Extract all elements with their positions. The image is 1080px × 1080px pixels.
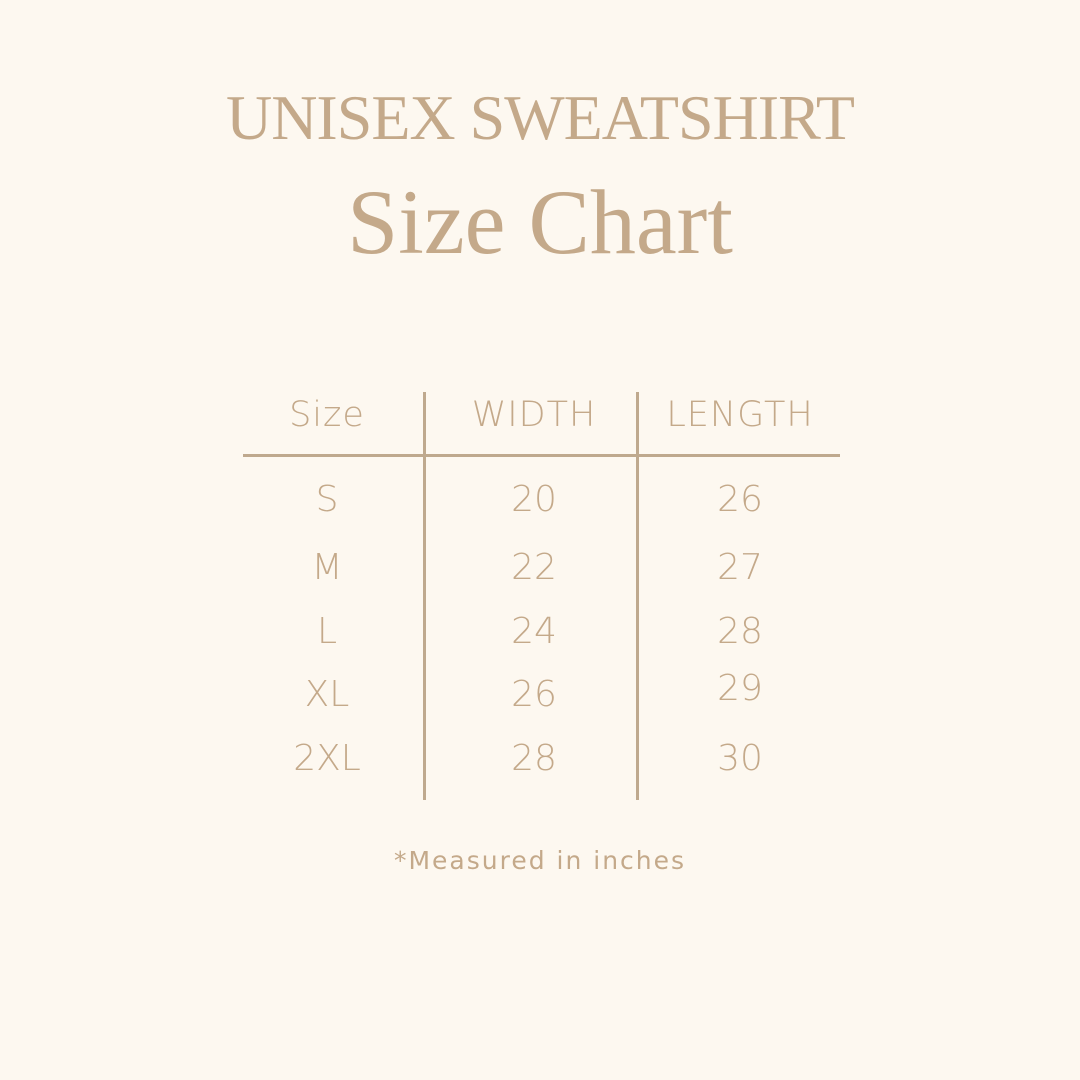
header-length: LENGTH (666, 395, 814, 435)
size-cell: 2XL (293, 738, 361, 779)
header-size: Size (289, 395, 365, 435)
product-title: UNISEX SWEATSHIRT (225, 82, 855, 153)
width-cell: 28 (511, 738, 557, 779)
size-cell: M (311, 547, 343, 588)
size-cell: S (315, 479, 339, 520)
column-divider (636, 392, 639, 800)
page-title: Size Chart (347, 171, 733, 273)
width-cell: 26 (511, 674, 557, 715)
length-cell: 29 (717, 668, 763, 709)
width-cell: 20 (511, 479, 557, 520)
size-cell: L (316, 611, 338, 652)
header-divider (243, 454, 840, 457)
length-cell: 28 (717, 611, 763, 652)
header-width: WIDTH (471, 395, 597, 435)
length-cell: 26 (717, 479, 763, 520)
width-cell: 24 (511, 611, 557, 652)
size-cell: XL (304, 674, 350, 715)
length-cell: 30 (717, 738, 763, 779)
column-divider (423, 392, 426, 800)
length-cell: 27 (717, 547, 763, 588)
footnote: *Measured in inches (393, 846, 687, 875)
width-cell: 22 (511, 547, 557, 588)
